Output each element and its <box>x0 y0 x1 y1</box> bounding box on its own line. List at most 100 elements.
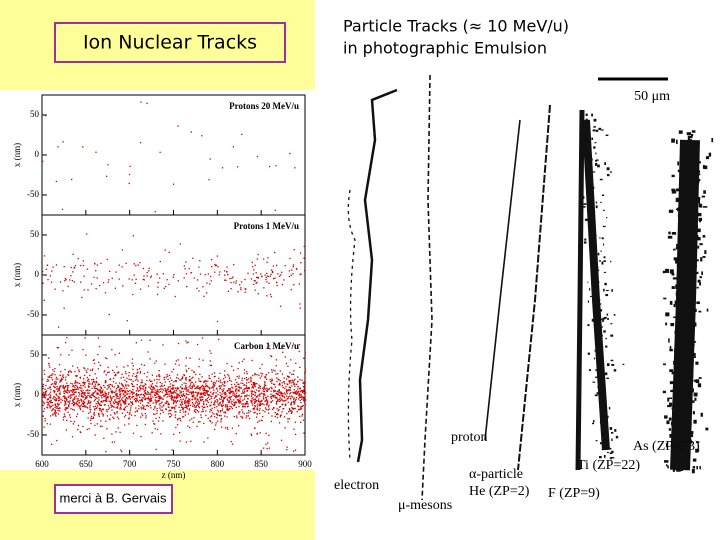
dot <box>200 400 201 401</box>
dot <box>110 378 111 379</box>
dot <box>146 272 147 273</box>
grain <box>689 423 691 425</box>
dot <box>54 371 55 372</box>
dot <box>185 411 186 412</box>
dot <box>180 399 181 400</box>
dot <box>295 400 296 401</box>
grain <box>583 206 585 208</box>
dot <box>296 384 297 385</box>
grain <box>677 453 681 455</box>
grain <box>611 438 612 441</box>
dot <box>253 273 254 274</box>
dot <box>127 393 128 394</box>
dot <box>252 266 253 267</box>
dot <box>108 367 109 368</box>
dot <box>298 398 299 399</box>
dot <box>195 392 196 393</box>
dot <box>64 393 65 394</box>
grain <box>684 416 686 418</box>
grain <box>665 323 667 326</box>
dot <box>67 387 68 388</box>
grain <box>682 427 684 429</box>
y-axis-label: x (nm) <box>12 383 22 407</box>
dot <box>108 405 109 406</box>
dot <box>226 266 227 267</box>
dot <box>217 266 218 267</box>
grain <box>672 460 674 463</box>
dot <box>229 380 230 381</box>
dot <box>271 401 272 402</box>
dot <box>211 398 212 399</box>
dot <box>191 131 192 132</box>
dot <box>73 394 74 395</box>
grain <box>598 128 601 130</box>
dot <box>143 388 144 389</box>
dot <box>233 146 234 147</box>
dot <box>251 435 252 436</box>
dot <box>235 390 236 391</box>
dot <box>88 386 89 387</box>
dot <box>238 401 239 402</box>
grain <box>688 268 690 270</box>
dot <box>59 375 60 376</box>
dot <box>178 378 179 379</box>
grain <box>611 360 614 361</box>
dot <box>241 396 242 397</box>
dot <box>198 267 199 268</box>
dot <box>135 279 136 280</box>
dot <box>220 395 221 396</box>
dot <box>265 407 266 408</box>
dot <box>195 402 196 403</box>
dot <box>289 381 290 382</box>
dot <box>254 407 255 408</box>
grain <box>690 334 694 337</box>
grain <box>672 286 675 289</box>
grain <box>689 449 691 453</box>
dot <box>160 398 161 399</box>
dot <box>198 378 199 379</box>
dot <box>144 373 145 374</box>
dot <box>232 428 233 429</box>
dot <box>240 287 241 288</box>
dot <box>129 183 130 184</box>
dot <box>254 391 255 392</box>
grain <box>592 171 595 172</box>
dot <box>87 380 88 381</box>
dot <box>46 381 47 382</box>
dot <box>161 406 162 407</box>
dot <box>248 378 249 379</box>
dot <box>72 383 73 384</box>
dot <box>61 385 62 386</box>
dot <box>120 393 121 394</box>
grain <box>683 281 686 284</box>
dot <box>183 399 184 400</box>
dot <box>64 409 65 410</box>
dot <box>70 383 71 384</box>
dot <box>67 286 68 287</box>
dot <box>122 397 123 398</box>
dot <box>53 386 54 387</box>
dot <box>107 415 108 416</box>
dot <box>201 411 202 412</box>
dot <box>245 388 246 389</box>
dot <box>203 441 204 442</box>
dot <box>300 400 301 401</box>
dot <box>175 414 176 415</box>
grain <box>668 236 672 239</box>
dot <box>221 385 222 386</box>
dot <box>114 412 115 413</box>
dot <box>93 277 94 278</box>
dot <box>84 386 85 387</box>
dot <box>299 283 300 284</box>
dot <box>171 391 172 392</box>
dot <box>295 363 296 364</box>
dot <box>49 387 50 388</box>
dot <box>227 398 228 399</box>
dot <box>136 384 137 385</box>
dot <box>92 382 93 383</box>
dot <box>153 413 154 414</box>
dot <box>239 375 240 376</box>
grain <box>685 274 689 276</box>
grain <box>682 257 686 260</box>
dot <box>74 409 75 410</box>
